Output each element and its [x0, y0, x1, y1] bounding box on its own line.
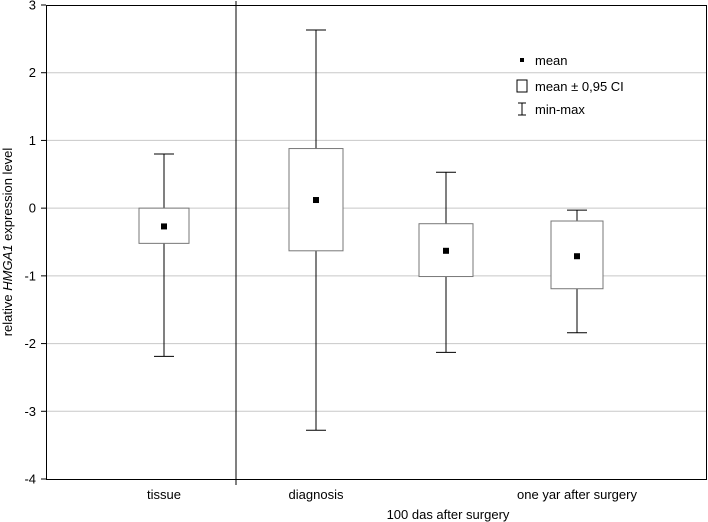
ci-box	[550, 220, 604, 290]
box-group	[418, 171, 474, 353]
box-group	[550, 209, 604, 334]
y-tick-label: 3	[29, 0, 36, 13]
x-axis: tissue diagnosis one yar after surgery	[147, 487, 637, 502]
legend-label: mean ± 0,95 CI	[535, 79, 624, 94]
x-category-label: tissue	[147, 487, 181, 502]
y-axis-title-gene: HMGA1	[0, 245, 15, 291]
legend-mean-symbol	[520, 58, 524, 62]
legend-label: mean	[535, 53, 568, 68]
box-group	[288, 29, 344, 431]
y-tick-label: -1	[24, 268, 36, 283]
x-axis-title: 100 das after surgery	[387, 507, 510, 522]
y-tick-label: 1	[29, 133, 36, 148]
plot-frame	[46, 1, 707, 485]
y-axis: 3 2 1 0 -1 -2 -3 -4	[24, 0, 46, 487]
legend-ci-symbol	[516, 79, 528, 93]
x-category-label: one yar after surgery	[517, 487, 637, 502]
y-tick-label: -4	[24, 472, 36, 487]
legend-label: min-max	[535, 102, 585, 117]
mean-point	[313, 197, 319, 204]
box-group	[138, 153, 190, 357]
y-axis-title-prefix: relative	[0, 291, 15, 337]
mean-point	[161, 223, 167, 230]
y-tick-label: -2	[24, 336, 36, 351]
mean-point	[574, 253, 580, 260]
data-boxes	[138, 29, 604, 431]
y-tick-label: -3	[24, 404, 36, 419]
mean-point	[443, 247, 449, 254]
plot-border	[46, 5, 707, 480]
y-axis-title-suffix: expression level	[0, 148, 15, 245]
legend: mean mean ± 0,95 CI min-max	[516, 53, 624, 117]
y-axis-title: relative HMGA1 expression level	[0, 148, 15, 337]
y-tick-label: 0	[29, 201, 36, 216]
x-category-label: diagnosis	[289, 487, 344, 502]
y-tick-label: 2	[29, 65, 36, 80]
